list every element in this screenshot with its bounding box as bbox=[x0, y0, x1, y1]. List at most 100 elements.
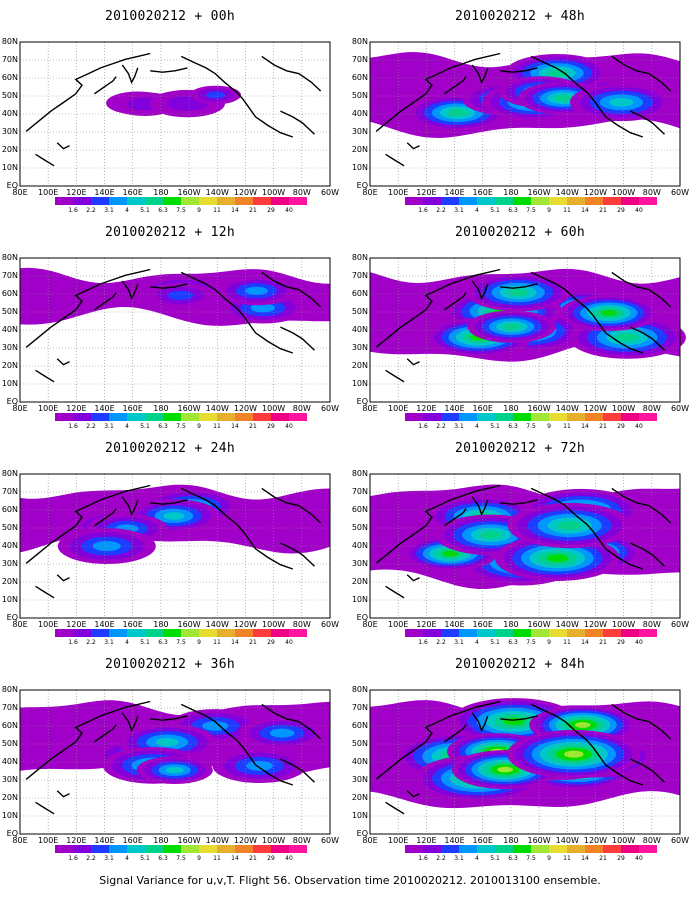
lon-tick-label: 140W bbox=[205, 188, 229, 197]
colorbar-tick-label: 29 bbox=[617, 423, 625, 430]
variance-contour bbox=[245, 286, 268, 295]
colorbar-tick-label: 11 bbox=[563, 855, 571, 862]
lat-tick-label: 80N bbox=[351, 685, 368, 694]
variance-contour bbox=[206, 91, 225, 99]
lon-tick-label: 160W bbox=[527, 404, 551, 413]
variance-map bbox=[369, 473, 681, 619]
colorbar-tick-label: 40 bbox=[285, 855, 293, 862]
colorbar-swatch bbox=[477, 197, 495, 205]
colorbar-swatch bbox=[181, 629, 199, 637]
panel-title: 2010020212 + 60h bbox=[454, 225, 586, 240]
lon-tick-label: 80E bbox=[362, 836, 378, 845]
lat-tick-label: 40N bbox=[1, 325, 18, 334]
lon-tick-label: 60W bbox=[670, 404, 690, 413]
colorbar-tick-label: 2.2 bbox=[436, 639, 446, 646]
colorbar-swatch bbox=[477, 845, 495, 853]
map-frame bbox=[369, 473, 681, 619]
lon-tick-label: 60W bbox=[320, 404, 340, 413]
colorbar-tick-label: 21 bbox=[599, 207, 607, 214]
colorbar-swatch bbox=[235, 197, 253, 205]
coastlines bbox=[375, 484, 672, 599]
lat-tick-label: EQ bbox=[6, 181, 18, 190]
colorbar-swatch bbox=[55, 845, 73, 853]
colorbar-swatch bbox=[127, 197, 145, 205]
map-panel: 2010020212 + 48h 80N 70N 60N 50N 40N 30N 20N 10N… bbox=[350, 0, 690, 220]
lon-tick-label: 120E bbox=[416, 188, 437, 197]
lon-tick-label: 140W bbox=[205, 620, 229, 629]
colorbar-swatch bbox=[459, 197, 477, 205]
colorbar-swatch bbox=[253, 629, 271, 637]
lat-tick-label: 10N bbox=[1, 811, 18, 820]
map-panel: 2010020212 + 00h 80N 70N 60N 50N 40N 30N 20N 10N… bbox=[0, 0, 340, 220]
figure-caption: Signal Variance for u,v,T. Flight 56. Ob… bbox=[99, 874, 601, 887]
colorbar-swatch bbox=[513, 629, 531, 637]
colorbar-swatch bbox=[477, 629, 495, 637]
lon-tick-label: 140W bbox=[555, 620, 579, 629]
lat-tick-label: 30N bbox=[351, 127, 368, 136]
colorbar-swatch bbox=[109, 845, 127, 853]
colorbar bbox=[55, 197, 307, 205]
colorbar-tick-label: 6.3 bbox=[508, 639, 518, 646]
lat-tick-label: 30N bbox=[1, 127, 18, 136]
lon-tick-label: 120W bbox=[233, 404, 258, 413]
colorbar-swatch bbox=[531, 197, 549, 205]
lat-tick-label: 20N bbox=[1, 361, 18, 370]
variance-map bbox=[369, 257, 686, 403]
variance-map bbox=[369, 689, 681, 835]
colorbar-tick-label: 6.3 bbox=[158, 855, 168, 862]
colorbar-swatch bbox=[405, 845, 423, 853]
colorbar-tick-label: 6.3 bbox=[508, 423, 518, 430]
lat-tick-label: 10N bbox=[351, 595, 368, 604]
lat-tick-label: 40N bbox=[1, 757, 18, 766]
lon-tick-label: 80W bbox=[642, 188, 661, 197]
lon-tick-label: 80W bbox=[292, 188, 311, 197]
map-panel: 2010020212 + 72h 80N 70N 60N 50N 40N 30N 20N 10N… bbox=[350, 432, 690, 652]
colorbar-tick-label: 9 bbox=[547, 855, 551, 862]
panel-title: 2010020212 + 72h bbox=[454, 441, 586, 456]
lon-tick-label: 80E bbox=[362, 620, 378, 629]
lat-tick-label: 10N bbox=[1, 379, 18, 388]
lon-tick-label: 140E bbox=[94, 836, 115, 845]
lat-tick-label: 10N bbox=[1, 595, 18, 604]
map-panel: 2010020212 + 24h 80N 70N 60N 50N 40N 30N 20N 10N… bbox=[0, 432, 340, 652]
colorbar-tick-label: 7.5 bbox=[526, 423, 536, 430]
lat-tick-label: 30N bbox=[1, 559, 18, 568]
variance-contour bbox=[269, 728, 295, 738]
colorbar-tick-label: 5.1 bbox=[490, 423, 500, 430]
colorbar-swatch bbox=[199, 413, 217, 421]
variance-contour bbox=[246, 761, 273, 771]
colorbar-tick-label: 9 bbox=[197, 423, 201, 430]
variance-contour bbox=[615, 333, 639, 342]
colorbar-tick-label: 2.2 bbox=[436, 855, 446, 862]
colorbar-tick-label: 40 bbox=[285, 423, 293, 430]
variance-contour bbox=[609, 98, 634, 107]
lat-lon-grid bbox=[20, 42, 330, 186]
colorbar-swatch bbox=[91, 413, 109, 421]
lon-tick-label: 100E bbox=[38, 404, 59, 413]
lat-tick-label: 70N bbox=[351, 487, 368, 496]
colorbar-tick-label: 3.1 bbox=[454, 639, 464, 646]
lon-tick-label: 140E bbox=[94, 620, 115, 629]
lon-tick-label: 160W bbox=[527, 836, 551, 845]
signal-variance-field bbox=[20, 267, 330, 326]
lon-tick-label: 60W bbox=[670, 620, 690, 629]
signal-variance-field bbox=[106, 85, 241, 118]
lon-tick-label: 140W bbox=[555, 188, 579, 197]
lon-tick-label: 180 bbox=[153, 836, 169, 845]
lon-tick-label: 160W bbox=[527, 188, 551, 197]
lat-tick-label: 60N bbox=[351, 289, 368, 298]
colorbar-swatch bbox=[271, 845, 289, 853]
lat-tick-label: 60N bbox=[1, 505, 18, 514]
lat-tick-label: 80N bbox=[1, 469, 18, 478]
colorbar-tick-label: 14 bbox=[231, 207, 239, 214]
colorbar bbox=[405, 197, 657, 205]
lon-tick-label: 160W bbox=[177, 404, 201, 413]
lon-tick-label: 100E bbox=[38, 620, 59, 629]
colorbar-tick-label: 2.2 bbox=[86, 639, 96, 646]
lat-tick-label: 10N bbox=[351, 811, 368, 820]
lat-tick-label: 30N bbox=[351, 559, 368, 568]
colorbar-swatch bbox=[423, 413, 441, 421]
colorbar-tick-label: 5.1 bbox=[140, 423, 150, 430]
colorbar-tick-label: 1.6 bbox=[68, 855, 78, 862]
lon-tick-label: 80E bbox=[362, 404, 378, 413]
